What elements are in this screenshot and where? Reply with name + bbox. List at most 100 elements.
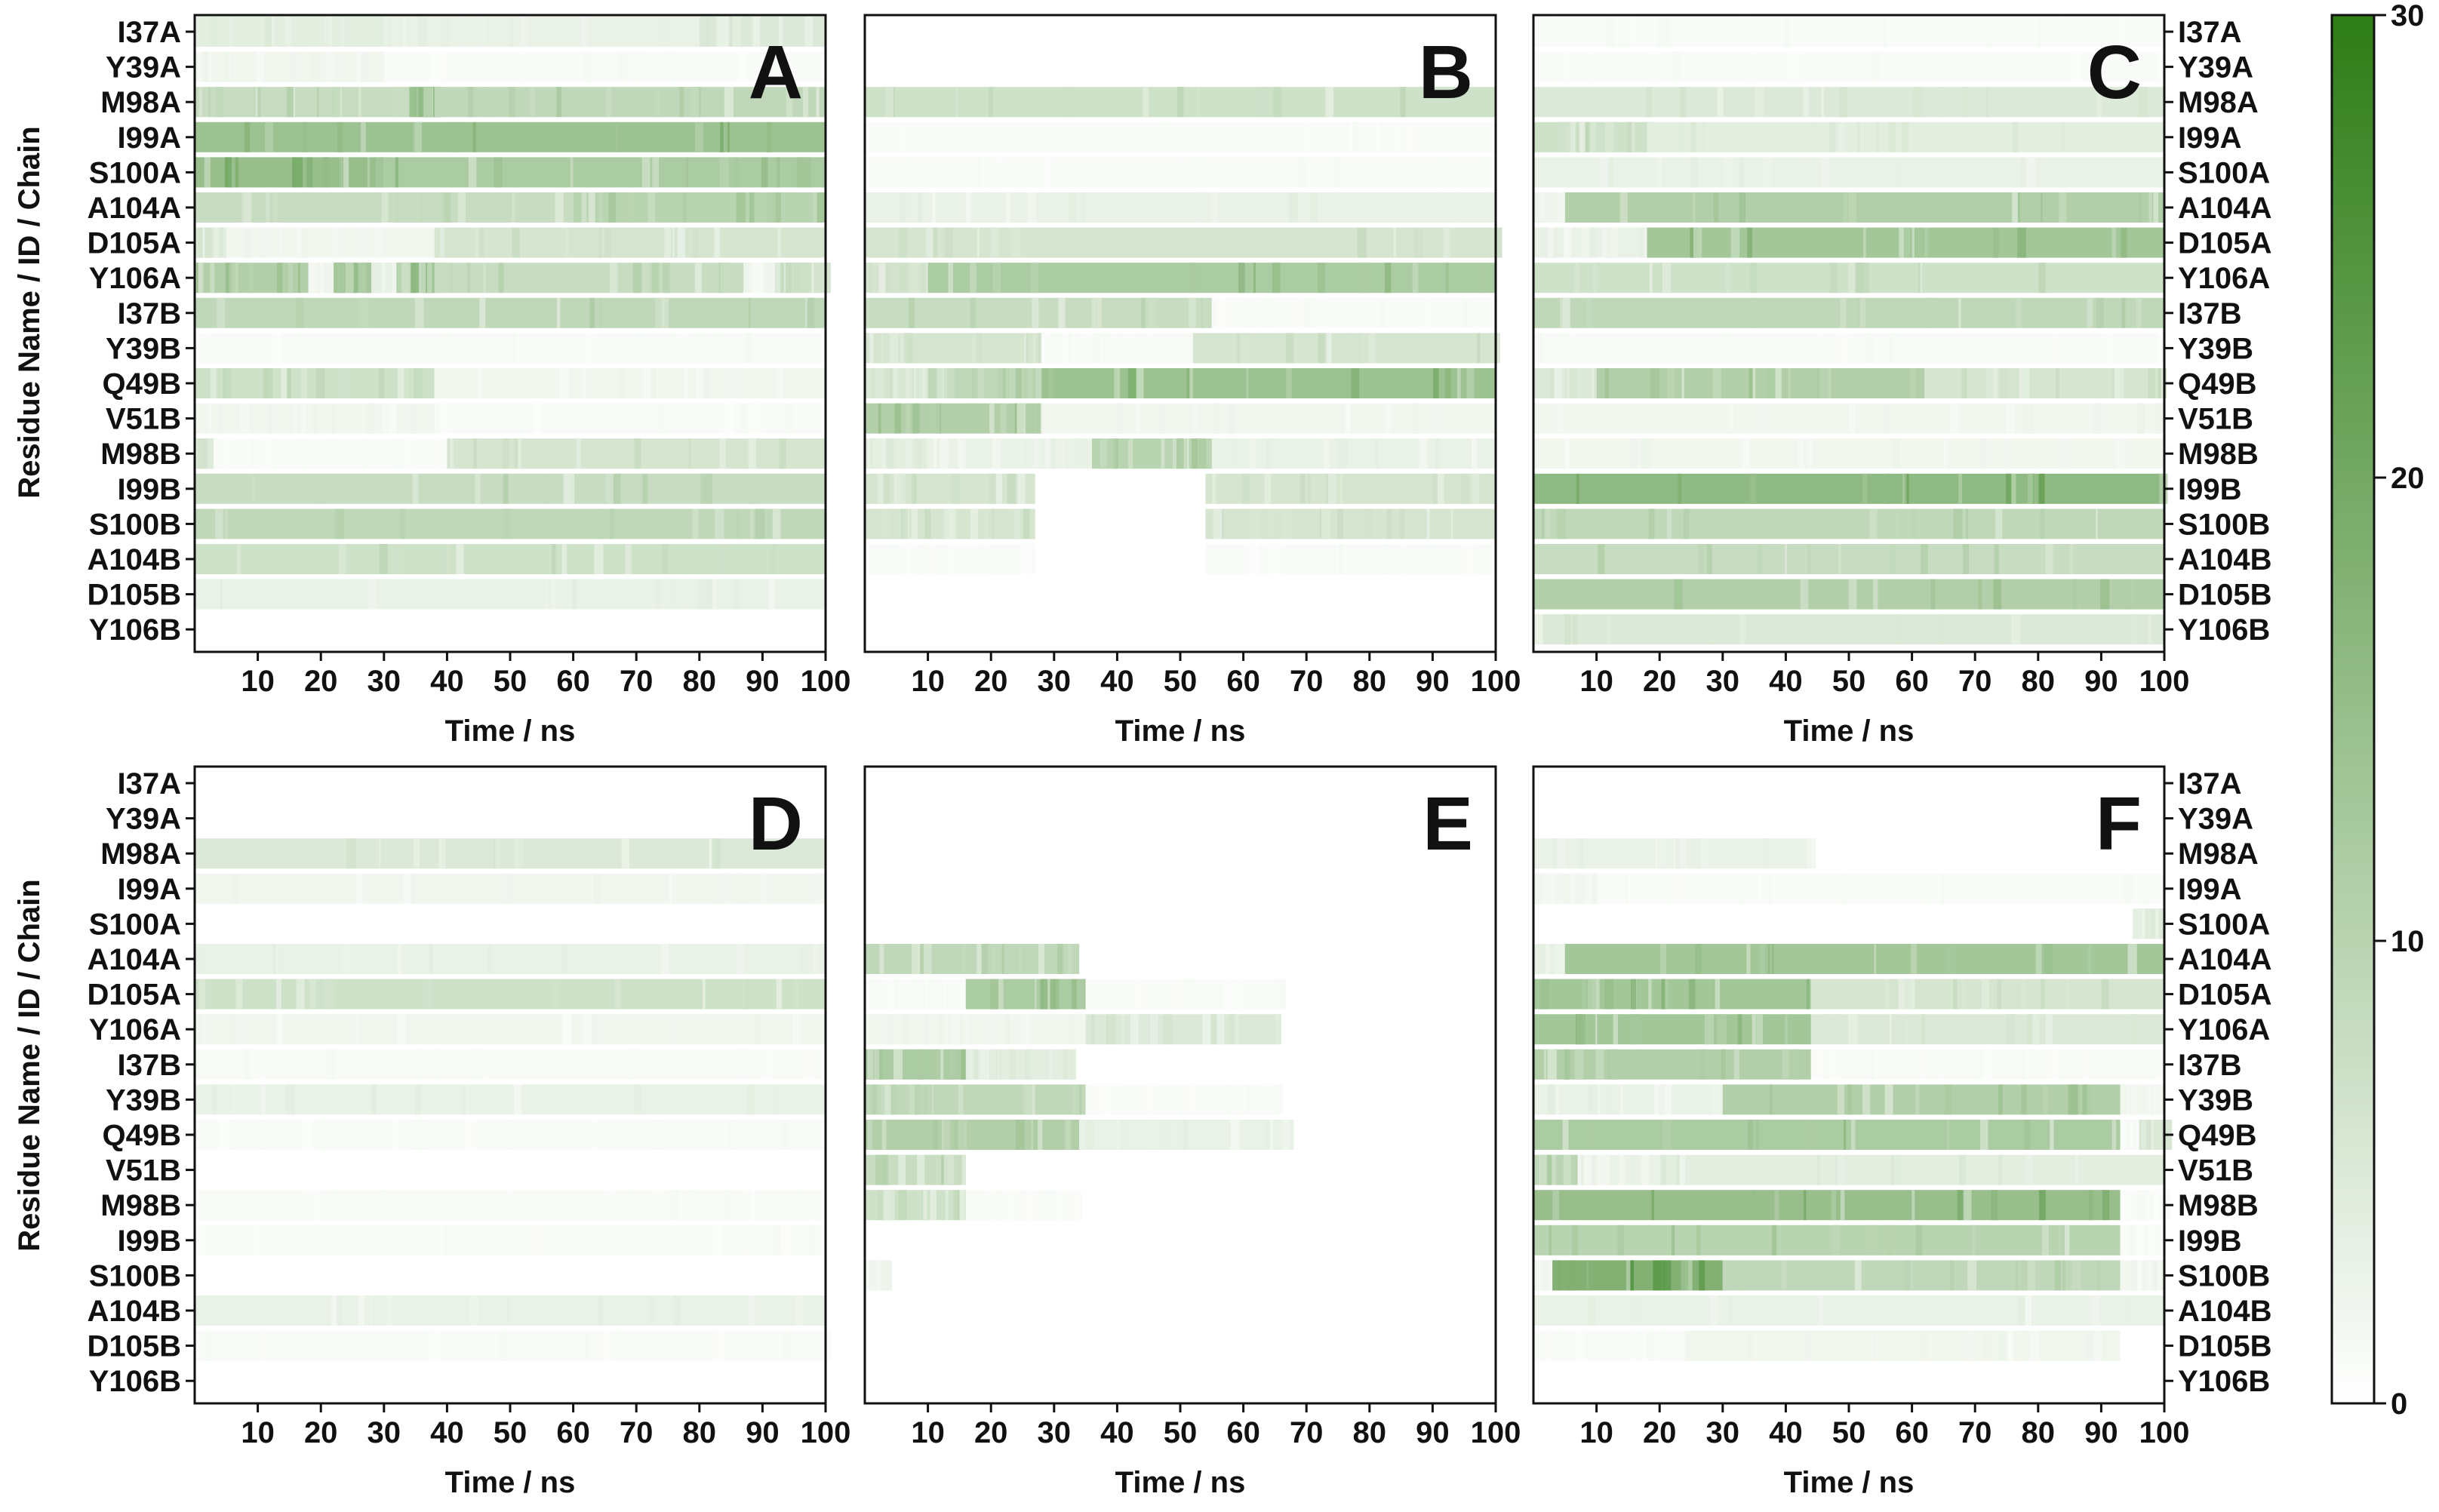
heatmap-stripe-E-A104A-0-8 <box>1019 944 1022 974</box>
heatmap-stripe-D-Y106A-0-4 <box>236 1014 244 1045</box>
x-tick-label-E-70: 70 <box>1290 1416 1324 1449</box>
heatmap-stripe-A-Y39B-0-5 <box>712 333 721 364</box>
heatmap-stripe-A-M98A-0-4 <box>358 87 361 118</box>
heatmap-stripe-A-M98A-2-4 <box>606 87 612 118</box>
heatmap-stripe-E-Y39B-1-5 <box>1176 1084 1183 1115</box>
heatmap-stripe-F-D105B-1-13 <box>1873 1330 1875 1361</box>
heatmap-stripe-C-Q49B-1-0 <box>1775 368 1782 398</box>
heatmap-stripe-E-A104A-0-3 <box>961 944 967 974</box>
heatmap-stripe-E-M98B-1-10 <box>1007 1190 1015 1221</box>
heatmap-stripe-B-Y39B-2-11 <box>1368 333 1376 364</box>
heatmap-stripe-F-Y39B-1-11 <box>2082 1084 2087 1115</box>
x-axis-title-B: Time / ns <box>1115 715 1246 748</box>
heatmap-stripe-B-V51B-1-10 <box>1413 403 1419 434</box>
heatmap-stripe-B-Y106A-1-1 <box>1238 263 1245 293</box>
heatmap-stripe-A-Y106A-7-7 <box>811 263 814 293</box>
heatmap-stripe-A-D105B-0-9 <box>697 579 705 610</box>
heatmap-stripe-C-I99B-0-13 <box>1906 473 1909 504</box>
heatmap-row-F-S100A <box>2133 908 2166 939</box>
heatmap-stripe-A-Y39A-0-10 <box>324 51 334 82</box>
y-tick-label-F-I37A: I37A <box>2178 767 2242 801</box>
heatmap-stripe-C-Y39A-0-6 <box>1650 51 1658 82</box>
heatmap-stripe-D-Y39B-0-7 <box>371 1084 377 1115</box>
heatmap-stripe-F-I99B-1-13 <box>2127 1225 2135 1255</box>
heatmap-stripe-F-Q49B-0-8 <box>2023 1120 2031 1150</box>
heatmap-stripe-D-M98A-0-13 <box>495 838 501 869</box>
heatmap-stripe-B-Q49B-2-1 <box>1456 368 1461 398</box>
heatmap-stripe-B-M98B-2-6 <box>1128 438 1133 469</box>
heatmap-stripe-A-I37A-0-3 <box>200 17 207 47</box>
heatmap-stripe-F-D105B-1-12 <box>1746 1330 1753 1361</box>
heatmap-stripe-E-M98B-0-6 <box>953 1190 958 1221</box>
heatmap-stripe-E-D105A-1-12 <box>1041 979 1047 1010</box>
heatmap-stripe-C-Y39A-0-11 <box>2158 51 2167 82</box>
heatmap-stripe-E-Y106A-1-1 <box>1202 1014 1212 1045</box>
heatmap-stripe-C-Y39A-0-9 <box>1672 51 1681 82</box>
heatmap-stripe-B-I99A-0-13 <box>1409 121 1416 152</box>
heatmap-stripe-D-Q49B-0-13 <box>727 1120 732 1150</box>
heatmap-stripe-A-M98B-0-13 <box>197 438 207 469</box>
heatmap-row-D-Y39B <box>195 1084 826 1115</box>
heatmap-stripe-B-Q49B-2-13 <box>1433 368 1439 398</box>
heatmap-stripe-F-Y106A-0-10 <box>1576 1014 1586 1045</box>
heatmap-stripe-C-Q49B-0-3 <box>1545 368 1554 398</box>
heatmap-stripe-C-Y106B-0-11 <box>2148 614 2151 645</box>
heatmap-cell-C-Y39B-0 <box>1533 333 2164 364</box>
heatmap-row-F-A104A <box>1533 944 2164 974</box>
heatmap-stripe-F-Y39B-0-0 <box>1664 1084 1672 1115</box>
heatmap-stripe-C-D105A-1-1 <box>1747 227 1752 258</box>
y-tick-label-A-Y106B: Y106B <box>89 613 181 647</box>
heatmap-stripe-F-I37B-1-5 <box>1921 1049 1924 1080</box>
heatmap-stripe-A-Y39A-1-12 <box>769 51 774 82</box>
heatmap-stripe-D-M98B-0-11 <box>311 1190 321 1221</box>
heatmap-stripe-E-M98B-1-3 <box>1049 1190 1052 1221</box>
heatmap-stripe-F-Q49B-1-9 <box>2124 1120 2134 1150</box>
heatmap-stripe-D-Q49B-0-9 <box>655 1120 662 1150</box>
heatmap-stripe-D-Y106A-0-12 <box>672 1014 676 1045</box>
heatmap-stripe-A-D105B-0-10 <box>704 579 714 610</box>
heatmap-stripe-C-Y39A-0-12 <box>1549 51 1556 82</box>
heatmap-stripe-C-S100B-0-3 <box>1966 509 1968 539</box>
heatmap-stripe-B-M98B-1-8 <box>1051 438 1055 469</box>
heatmap-stripe-B-Y106A-0-2 <box>868 263 872 293</box>
heatmap-stripe-F-M98B-1-13 <box>2153 1190 2160 1221</box>
heatmap-stripe-F-I37B-0-11 <box>1595 1049 1604 1080</box>
heatmap-stripe-F-M98A-0-10 <box>1657 838 1662 869</box>
x-tick-label-A-70: 70 <box>620 665 654 698</box>
heatmap-stripe-A-I99B-0-4 <box>412 473 419 504</box>
heatmap-stripe-E-Y106A-0-5 <box>1021 1014 1025 1045</box>
heatmap-stripe-F-Y106A-0-9 <box>1737 1014 1742 1045</box>
heatmap-stripe-B-I37B-0-4 <box>1034 297 1038 328</box>
heatmap-stripe-D-Y106A-0-0 <box>754 1014 761 1045</box>
heatmap-stripe-E-Y39B-0-10 <box>872 1084 877 1115</box>
heatmap-stripe-B-Y39B-1-13 <box>1104 333 1109 364</box>
heatmap-stripe-A-S100B-0-8 <box>334 509 344 539</box>
heatmap-row-A-D105A <box>195 227 826 258</box>
heatmap-stripe-B-A104B-2-1 <box>1426 544 1433 574</box>
heatmap-stripe-C-S100A-0-1 <box>1656 157 1662 188</box>
heatmap-stripe-F-A104A-1-9 <box>1770 944 1773 974</box>
heatmap-stripe-F-A104A-0-8 <box>1536 944 1546 974</box>
y-tick-label-C-A104A: A104A <box>2178 192 2272 225</box>
heatmap-stripe-C-S100A-0-9 <box>1764 157 1773 188</box>
heatmap-stripe-C-Q49B-2-8 <box>1993 368 1998 398</box>
heatmap-stripe-F-Y106A-0-2 <box>1590 1014 1599 1045</box>
heatmap-stripe-F-A104B-0-9 <box>2031 1295 2035 1326</box>
heatmap-row-A-A104B <box>195 544 826 574</box>
heatmap-stripe-A-Y106A-7-11 <box>802 263 810 293</box>
heatmap-stripe-F-M98B-1-12 <box>2136 1190 2145 1221</box>
heatmap-stripe-D-I99B-0-5 <box>250 1225 260 1255</box>
heatmap-stripe-C-A104B-0-5 <box>1838 544 1842 574</box>
heatmap-stripe-E-D105A-1-5 <box>1053 979 1060 1010</box>
heatmap-stripe-F-I99B-1-12 <box>2123 1225 2127 1255</box>
heatmap-stripe-A-V51B-1-11 <box>753 403 762 434</box>
heatmap-stripe-F-Q49B-0-7 <box>1980 1120 1988 1150</box>
heatmap-stripe-F-M98A-0-9 <box>1763 838 1769 869</box>
heatmap-row-C-M98B <box>1533 438 2164 469</box>
heatmap-stripe-C-I99A-1-13 <box>1856 121 1860 152</box>
heatmap-stripe-A-I99B-0-12 <box>318 473 324 504</box>
heatmap-stripe-B-Y106A-0-3 <box>887 263 896 293</box>
heatmap-cell-A-D105A-2 <box>434 227 826 258</box>
heatmap-row-B-S100A <box>865 157 1496 188</box>
y-axis-title-top: Residue Name / ID / Chain <box>13 126 46 498</box>
